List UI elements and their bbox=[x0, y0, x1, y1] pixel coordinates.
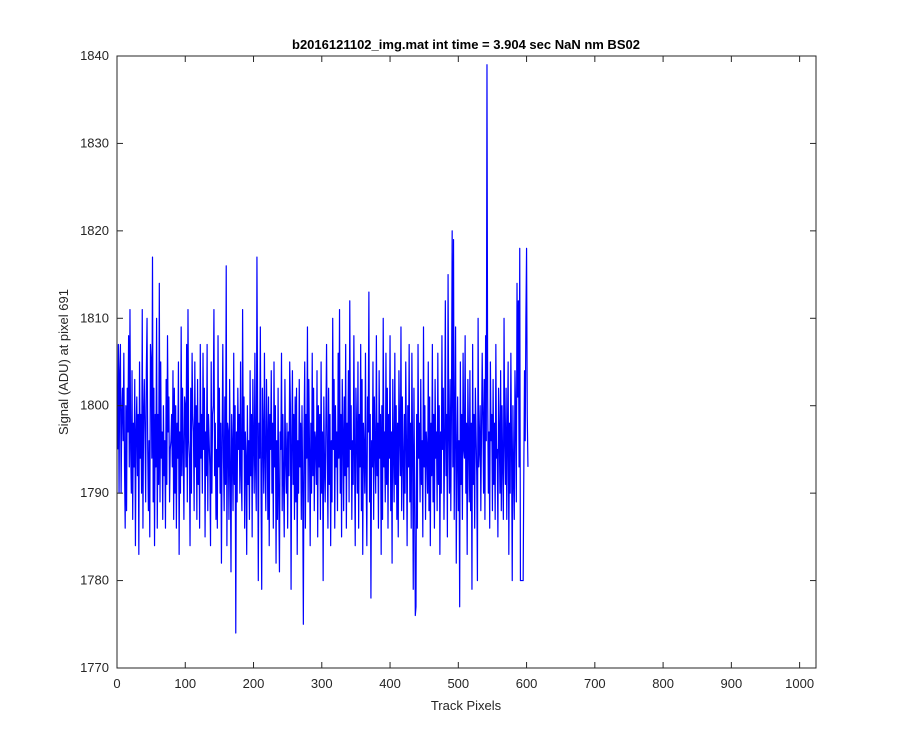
y-tick-label: 1800 bbox=[80, 398, 109, 413]
y-axis-label: Signal (ADU) at pixel 691 bbox=[56, 289, 71, 435]
chart-title: b2016121102_img.mat int time = 3.904 sec… bbox=[292, 37, 640, 52]
plot-area bbox=[117, 56, 816, 668]
y-tick-label: 1830 bbox=[80, 135, 109, 150]
x-tick-label: 300 bbox=[311, 676, 333, 691]
axes-frame bbox=[116, 55, 817, 669]
x-tick-label: 600 bbox=[516, 676, 538, 691]
x-tick-label: 100 bbox=[174, 676, 196, 691]
y-tick-label: 1790 bbox=[80, 485, 109, 500]
x-tick-label: 1000 bbox=[785, 676, 814, 691]
y-tick-label: 1780 bbox=[80, 573, 109, 588]
x-tick-label: 0 bbox=[113, 676, 120, 691]
x-tick-label: 400 bbox=[379, 676, 401, 691]
x-tick-label: 800 bbox=[652, 676, 674, 691]
x-tick-label: 700 bbox=[584, 676, 606, 691]
y-tick-label: 1810 bbox=[80, 310, 109, 325]
series-line bbox=[117, 64, 529, 634]
x-tick-label: 200 bbox=[243, 676, 265, 691]
y-tick-label: 1770 bbox=[80, 660, 109, 675]
x-tick-label: 900 bbox=[721, 676, 743, 691]
x-axis-label: Track Pixels bbox=[431, 698, 502, 713]
plot-data-layer bbox=[117, 64, 529, 634]
x-axis-ticks: 0 100 200 300 400 500 600 700 800 900 1000 bbox=[113, 56, 814, 691]
x-tick-label: 500 bbox=[447, 676, 469, 691]
y-tick-label: 1840 bbox=[80, 48, 109, 63]
y-tick-label: 1820 bbox=[80, 223, 109, 238]
y-axis-ticks: 1770 1780 1790 1800 1810 1820 1830 1840 bbox=[80, 48, 816, 675]
